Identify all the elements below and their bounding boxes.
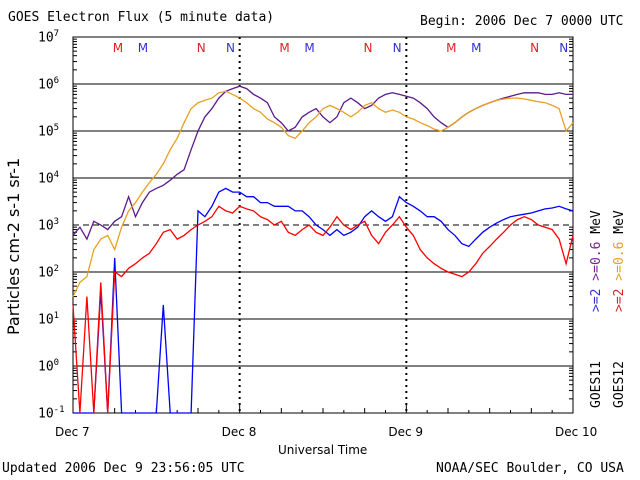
- legend-g11-unit: MeV: [589, 210, 604, 234]
- y-tick-label: 101: [38, 311, 59, 327]
- legend-g12-e2: >=2: [612, 288, 627, 312]
- y-axis-label: Particles cm-2 s-1 sr-1: [4, 157, 23, 335]
- y-tick-base: 10: [38, 312, 54, 328]
- x-tick-label: Dec 8: [221, 425, 257, 439]
- marker-label: M: [112, 41, 124, 55]
- legend-g11-e2: >=2: [589, 288, 604, 312]
- y-tick-label: 106: [38, 76, 59, 92]
- y-tick-base: 10: [38, 359, 54, 375]
- y-tick-label: 103: [38, 217, 59, 233]
- series-line: [73, 187, 574, 414]
- credit-text: NOAA/SEC Boulder, CO USA: [436, 461, 624, 476]
- series-line: [72, 205, 574, 414]
- y-tick-base: 10: [38, 124, 54, 140]
- marker-label: M: [304, 41, 315, 55]
- x-tick-label: Dec 10: [555, 425, 598, 439]
- x-tick-label: Dec 9: [388, 425, 423, 439]
- y-tick-label: 10-1: [38, 405, 65, 421]
- x-axis-label: Universal Time: [278, 443, 368, 457]
- y-tick-base: 10: [38, 406, 54, 422]
- y-tick-label: 102: [38, 264, 59, 280]
- marker-label: M: [279, 41, 290, 55]
- chart-title: GOES Electron Flux (5 minute data): [8, 10, 275, 25]
- legend-goes11: GOES11: [589, 361, 604, 408]
- legend-goes11-energies: >=2 >=0.6 MeV: [589, 210, 604, 312]
- marker-label: M: [137, 41, 149, 55]
- marker-label: M: [446, 41, 457, 55]
- y-tick-exponent: 4: [53, 170, 60, 180]
- y-tick-base: 10: [38, 77, 54, 93]
- y-tick-exponent: 3: [53, 217, 60, 227]
- y-tick-label: 104: [38, 170, 59, 186]
- marker-label: N: [196, 41, 206, 55]
- legend-g11-e06: >=0.6: [589, 241, 604, 281]
- x-tick-label: Dec 7: [55, 425, 90, 439]
- legend-g12-unit: MeV: [612, 210, 627, 234]
- y-tick-base: 10: [38, 218, 54, 234]
- legend-goes12: GOES12: [612, 361, 627, 408]
- marker-label: N: [363, 41, 373, 55]
- y-tick-base: 10: [38, 171, 54, 187]
- y-tick-label: 105: [38, 123, 59, 139]
- marker-label: N: [392, 41, 402, 55]
- legend-g12-e06: >=0.6: [612, 241, 627, 281]
- y-tick-exponent: -1: [53, 405, 65, 415]
- updated-timestamp: Updated 2006 Dec 9 23:56:05 UTC: [2, 461, 245, 476]
- marker-label: N: [225, 41, 235, 55]
- marker-label: N: [530, 41, 540, 55]
- marker-label: N: [559, 41, 569, 55]
- y-tick-base: 10: [38, 265, 54, 281]
- legend-goes12-energies: >=2 >=0.6 MeV: [612, 210, 627, 312]
- y-tick-exponent: 0: [53, 358, 60, 368]
- y-tick-label: 100: [38, 358, 59, 374]
- y-tick-exponent: 7: [53, 29, 60, 39]
- y-tick-exponent: 6: [53, 76, 60, 86]
- y-tick-base: 10: [38, 30, 54, 46]
- begin-time: Begin: 2006 Dec 7 0000 UTC: [420, 14, 624, 29]
- marker-label: M: [471, 41, 482, 55]
- y-tick-exponent: 1: [53, 311, 60, 321]
- series-line: [72, 90, 574, 297]
- y-tick-exponent: 5: [53, 123, 60, 133]
- y-tick-label: 107: [38, 29, 59, 45]
- y-tick-exponent: 2: [53, 264, 60, 274]
